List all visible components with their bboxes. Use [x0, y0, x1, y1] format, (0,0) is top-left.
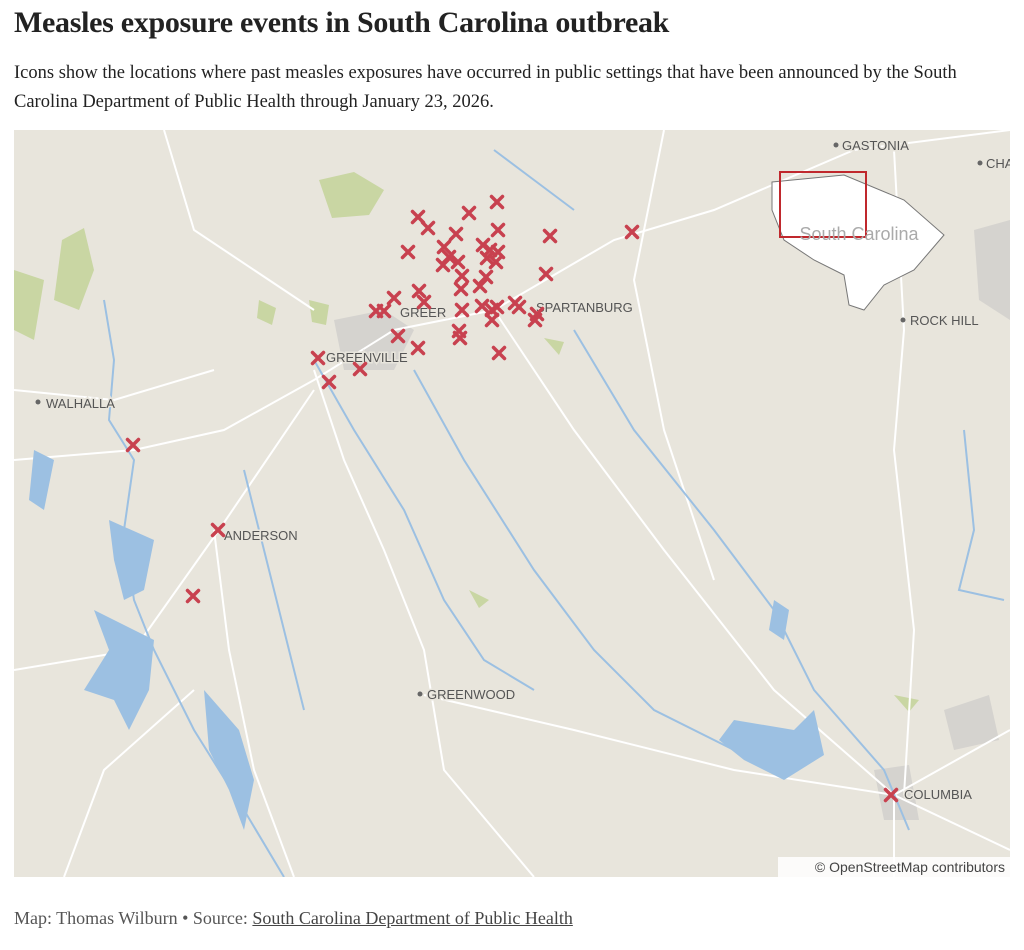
source-link[interactable]: South Carolina Department of Public Heal…	[252, 908, 573, 928]
exposure-marker	[883, 787, 899, 803]
source-prefix: Source:	[192, 908, 248, 928]
city-label: ANDERSON	[224, 528, 298, 543]
exposure-marker	[400, 244, 416, 260]
city-label: GASTONIA	[842, 138, 909, 153]
exposure-marker	[489, 194, 505, 210]
exposure-marker	[210, 522, 226, 538]
exposure-marker	[454, 268, 470, 284]
city-label: SPARTANBURG	[536, 300, 633, 315]
urban-areas	[334, 220, 1010, 820]
footer: Map: Thomas Wilburn • Source: South Caro…	[14, 908, 573, 929]
exposure-marker	[416, 294, 432, 310]
exposure-marker	[479, 250, 495, 266]
exposure-marker	[484, 312, 500, 328]
exposure-marker	[452, 330, 468, 346]
city-label: GREER	[400, 305, 446, 320]
exposure-marker	[527, 312, 543, 328]
exposure-marker	[450, 254, 466, 270]
exposure-marker	[411, 283, 427, 299]
roads	[14, 130, 1010, 877]
city-label: GREENVILLE	[326, 350, 408, 365]
exposure-marker	[310, 350, 326, 366]
exposure-marker	[454, 302, 470, 318]
exposure-marker	[538, 266, 554, 282]
exposure-marker	[490, 222, 506, 238]
attribution: © OpenStreetMap contributors	[815, 859, 1005, 875]
exposure-marker	[448, 226, 464, 242]
city-label: WALHALLA	[46, 396, 115, 411]
credit: Map: Thomas Wilburn	[14, 908, 178, 928]
exposure-marker	[488, 254, 504, 270]
city-label: GREENWOOD	[427, 687, 515, 702]
city-label: COLUMBIA	[904, 787, 972, 802]
exposure-marker	[624, 224, 640, 240]
exposure-marker	[420, 220, 436, 236]
exposure-marker	[376, 303, 392, 319]
attribution-bg	[778, 857, 1010, 877]
exposure-marker	[491, 345, 507, 361]
lakes	[29, 450, 824, 830]
parks	[14, 172, 919, 712]
exposure-marker	[125, 437, 141, 453]
exposure-marker	[410, 340, 426, 356]
separator: •	[182, 908, 189, 928]
title: Measles exposure events in South Carolin…	[14, 6, 670, 39]
exposure-marker	[390, 328, 406, 344]
exposure-marker	[386, 290, 402, 306]
exposure-marker	[410, 209, 426, 225]
exposure-marker	[352, 361, 368, 377]
city-label: ROCK HILL	[910, 313, 979, 328]
exposure-marker	[453, 281, 469, 297]
exposure-marker	[511, 299, 527, 315]
inset-label: South Carolina	[799, 224, 919, 244]
city-labels: GASTONIA CHA ROCK HILL GREER SPARTANBURG…	[35, 137, 1010, 804]
exposure-marker	[461, 205, 477, 221]
exposure-markers	[125, 194, 899, 803]
exposure-marker	[489, 299, 505, 315]
map: South Carolina GASTONIA CHA ROCK HILL GR…	[14, 130, 1010, 877]
exposure-marker	[542, 228, 558, 244]
subtitle: Icons show the locations where past meas…	[14, 63, 957, 112]
city-label: CHA	[986, 156, 1010, 171]
exposure-marker	[436, 239, 452, 255]
exposure-marker	[478, 269, 494, 285]
exposure-marker	[185, 588, 201, 604]
exposure-marker	[474, 298, 490, 314]
inset-map: South Carolina	[771, 171, 945, 311]
exposure-marker	[435, 257, 451, 273]
exposure-marker	[472, 278, 488, 294]
exposure-marker	[321, 374, 337, 390]
